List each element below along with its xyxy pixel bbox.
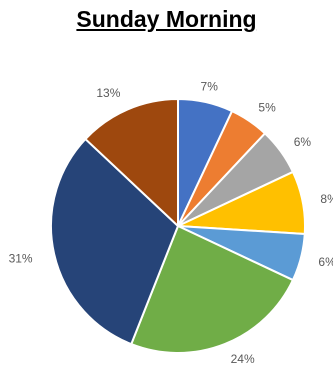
pie-label-1: 7%	[201, 79, 219, 93]
pie-slice-6	[130, 225, 294, 354]
chart-title: Sunday Morning	[76, 6, 257, 32]
pie-label-4: 8%	[320, 192, 333, 206]
pie-label-2: 5%	[258, 101, 276, 115]
pie-labels: 7% 5% 6% 8% 6% 24% 31% 13%	[9, 79, 333, 366]
pie-label-5: 6%	[318, 255, 333, 269]
pie-slices	[50, 98, 306, 354]
pie-label-6: 24%	[231, 352, 255, 366]
pie-slice-8	[84, 98, 179, 227]
pie-label-8: 13%	[96, 86, 120, 100]
pie-label-3: 6%	[294, 135, 312, 149]
pie-slice-7	[50, 138, 179, 346]
pie-label-7: 31%	[9, 252, 33, 266]
